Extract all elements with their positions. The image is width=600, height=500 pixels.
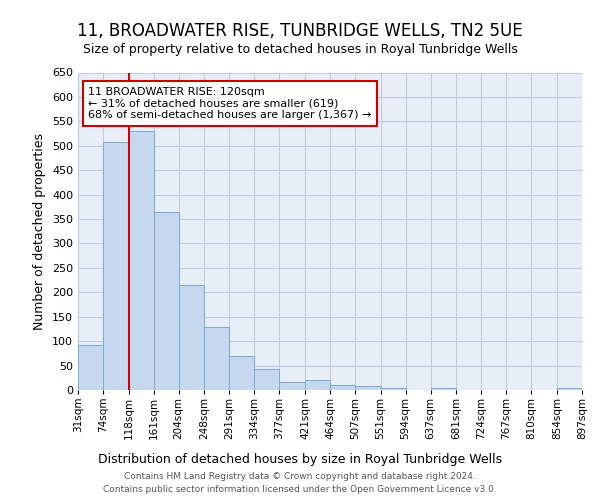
Bar xyxy=(154,212,179,390)
Y-axis label: Number of detached properties: Number of detached properties xyxy=(34,132,46,330)
Bar xyxy=(330,385,355,390)
Text: Distribution of detached houses by size in Royal Tunbridge Wells: Distribution of detached houses by size … xyxy=(98,452,502,466)
Bar xyxy=(254,369,280,390)
Text: Size of property relative to detached houses in Royal Tunbridge Wells: Size of property relative to detached ho… xyxy=(83,42,517,56)
Bar xyxy=(103,142,128,390)
Bar xyxy=(557,388,582,390)
Bar xyxy=(179,285,204,390)
Bar xyxy=(305,380,330,390)
Bar xyxy=(280,382,305,390)
Text: 11 BROADWATER RISE: 120sqm
← 31% of detached houses are smaller (619)
68% of sem: 11 BROADWATER RISE: 120sqm ← 31% of deta… xyxy=(88,87,371,120)
Bar xyxy=(229,356,254,390)
Bar xyxy=(78,344,103,390)
Bar xyxy=(204,328,229,390)
Bar xyxy=(355,386,380,390)
Text: Contains HM Land Registry data © Crown copyright and database right 2024.: Contains HM Land Registry data © Crown c… xyxy=(124,472,476,481)
Text: Contains public sector information licensed under the Open Government Licence v3: Contains public sector information licen… xyxy=(103,484,497,494)
Bar xyxy=(431,388,456,390)
Text: 11, BROADWATER RISE, TUNBRIDGE WELLS, TN2 5UE: 11, BROADWATER RISE, TUNBRIDGE WELLS, TN… xyxy=(77,22,523,40)
Bar xyxy=(128,131,154,390)
Bar xyxy=(380,388,406,390)
